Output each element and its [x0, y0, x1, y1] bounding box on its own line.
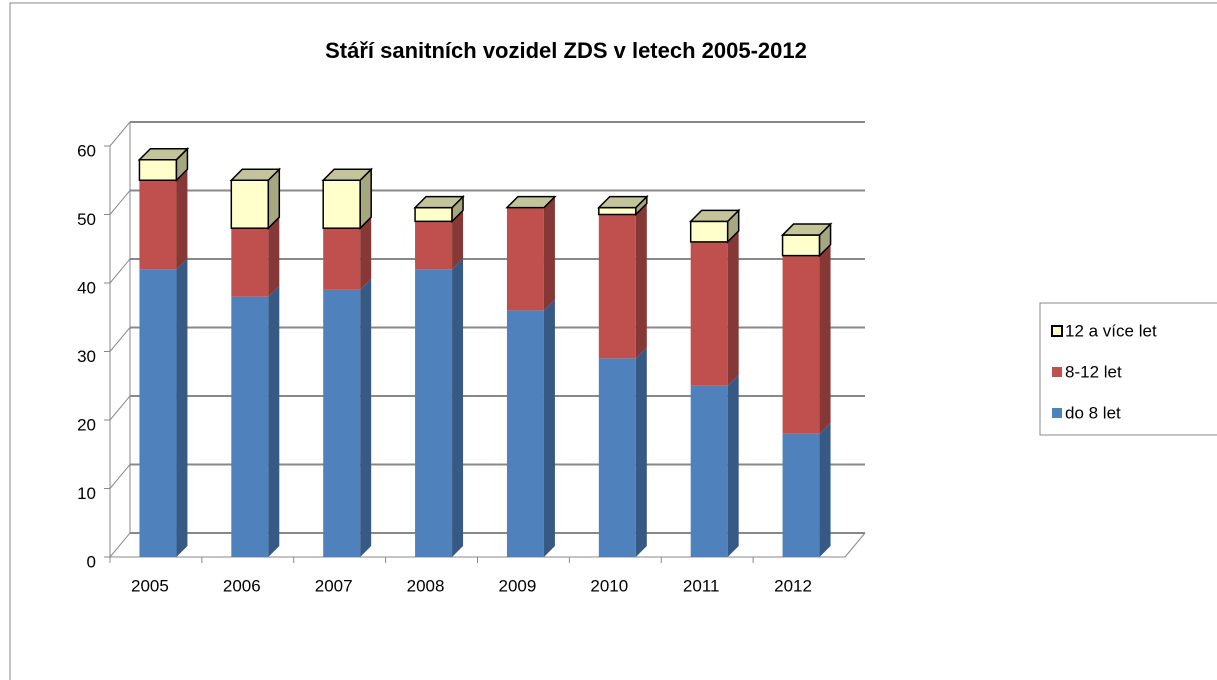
legend-label: 12 a více let — [1065, 321, 1157, 340]
bar-side — [635, 347, 647, 557]
grid-line-side — [109, 532, 131, 558]
bar-segment — [139, 269, 177, 557]
bar-side — [452, 258, 464, 557]
bar-side — [360, 217, 372, 290]
bar-side — [819, 422, 831, 557]
bar-segment — [323, 289, 361, 557]
bar-side — [727, 230, 739, 386]
bar-side — [452, 210, 464, 270]
legend-label: do 8 let — [1065, 403, 1121, 422]
legend-swatch — [1052, 408, 1062, 418]
bar-segment — [506, 310, 544, 557]
bar-segment — [690, 385, 728, 557]
bar-side — [268, 217, 280, 297]
bar-segment — [598, 214, 636, 359]
y-tick-label: 50 — [77, 210, 96, 229]
bar-segment — [322, 179, 361, 229]
x-tick-label: 2005 — [131, 576, 169, 595]
bar-segment — [598, 358, 636, 557]
bar-top — [597, 195, 649, 209]
bar-top — [505, 195, 557, 209]
bar-side — [635, 203, 647, 359]
bar-segment — [138, 158, 178, 181]
grid-line-side — [109, 258, 131, 284]
bar-segment — [415, 269, 453, 557]
bar-segment — [598, 206, 637, 216]
bar-segment — [781, 234, 821, 257]
x-tick-label: 2010 — [590, 576, 628, 595]
bar-segment — [689, 220, 729, 243]
grid-line-side — [109, 464, 131, 489]
x-tick-label: 2012 — [774, 576, 812, 595]
bar-side — [543, 196, 555, 311]
bar-segment — [782, 255, 820, 434]
bar-segment — [415, 221, 453, 270]
bar-top — [321, 168, 373, 181]
legend-box — [1039, 302, 1217, 436]
bar-top — [413, 195, 465, 209]
bar-segment — [414, 206, 453, 223]
bar-segment — [323, 228, 361, 290]
y-tick-label: 60 — [77, 141, 96, 160]
bar-top — [137, 147, 190, 161]
x-tick-label: 2011 — [683, 576, 720, 595]
bar-top — [688, 209, 741, 223]
chart-title: Stáří sanitních vozidel ZDS v letech 200… — [325, 38, 807, 63]
legend-label: 8-12 let — [1065, 362, 1122, 381]
bar-segment — [690, 241, 728, 386]
y-tick-label: 30 — [77, 347, 96, 366]
bar-side — [543, 299, 555, 557]
bar-segment — [231, 228, 269, 297]
grid-line-side — [109, 190, 131, 215]
grid-line-side — [109, 327, 131, 352]
legend-swatch — [1052, 367, 1062, 377]
bar-segment — [506, 207, 544, 311]
x-tick-label: 2006 — [223, 576, 261, 595]
y-tick-label: 10 — [77, 484, 96, 503]
grid-line-side — [109, 395, 131, 421]
bar-segment — [139, 180, 177, 270]
bar-segment — [231, 296, 269, 557]
bar-side — [268, 285, 280, 557]
bar-segment — [230, 179, 270, 229]
bar-side — [360, 278, 372, 557]
bar-side — [727, 374, 739, 557]
floor-right — [844, 532, 866, 558]
x-tick-label: 2007 — [315, 576, 353, 595]
bar-top — [229, 168, 282, 181]
bar-side — [176, 169, 188, 270]
y-tick-label: 40 — [77, 278, 96, 297]
y-tick-label: 0 — [87, 552, 96, 571]
y-tick-label: 20 — [77, 415, 96, 434]
legend-swatch — [1051, 325, 1063, 337]
bar-side — [819, 244, 831, 434]
x-tick-label: 2008 — [407, 576, 445, 595]
bar-top — [780, 223, 833, 236]
bar-side — [176, 258, 188, 557]
x-tick-label: 2009 — [499, 576, 537, 595]
bar-segment — [782, 433, 820, 557]
grid-line-side — [109, 121, 131, 147]
